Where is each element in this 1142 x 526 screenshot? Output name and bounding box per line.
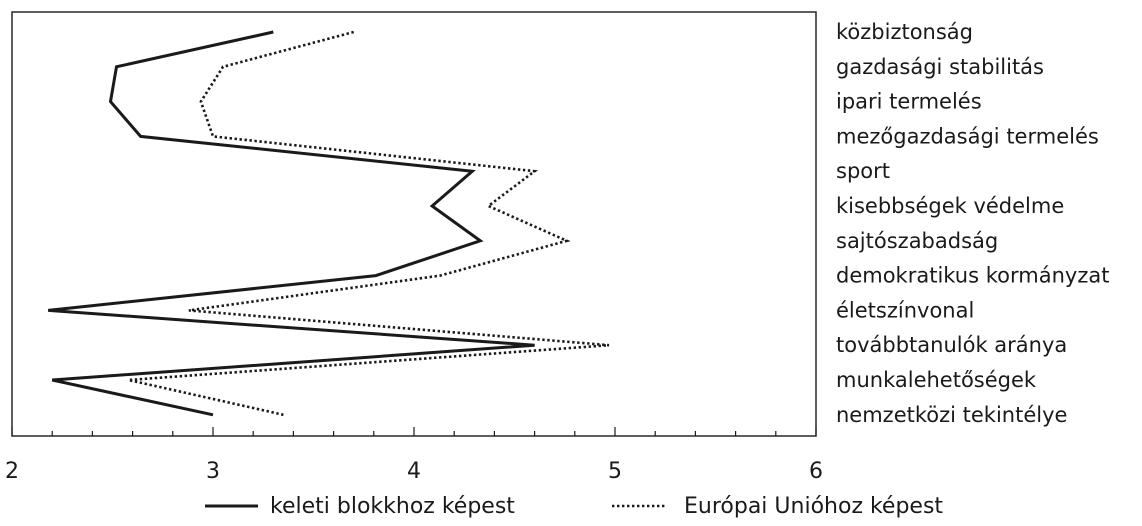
category-label: sajtószabadság [836,229,998,253]
x-tick-label: 6 [809,459,823,484]
series-lines [48,30,610,417]
category-label: gazdasági stabilitás [836,55,1044,79]
legend-label: keleti blokkhoz képest [270,494,515,519]
category-label: közbiztonság [836,20,973,44]
legend-label: Európai Unióhoz képest [684,494,943,519]
series-line-eastern-bloc [48,30,535,417]
x-tick-label: 4 [407,459,421,484]
category-label: továbbtanulók aránya [836,333,1067,357]
category-label: kisebbségek védelme [836,194,1064,218]
x-tick-label: 5 [608,459,622,484]
x-tick-label: 3 [206,459,220,484]
category-label: ipari termelés [836,90,982,114]
legend: keleti blokkhoz képest Európai Unióhoz ké… [205,494,943,519]
series-line-eu [128,30,610,417]
category-label: sport [836,159,890,183]
category-label: mezőgazdasági termelés [836,124,1099,148]
category-label: demokratikus kormányzat [836,264,1109,288]
x-tick-label: 2 [5,459,19,484]
plot-area-frame [11,11,817,437]
category-label: nemzetközi tekintélye [836,403,1067,427]
category-label: életszínvonal [836,298,974,322]
category-label: munkalehetőségek [836,368,1037,392]
x-axis: 2 3 4 5 6 [5,427,823,484]
category-labels: közbiztonság gazdasági stabilitás ipari te… [836,20,1109,427]
